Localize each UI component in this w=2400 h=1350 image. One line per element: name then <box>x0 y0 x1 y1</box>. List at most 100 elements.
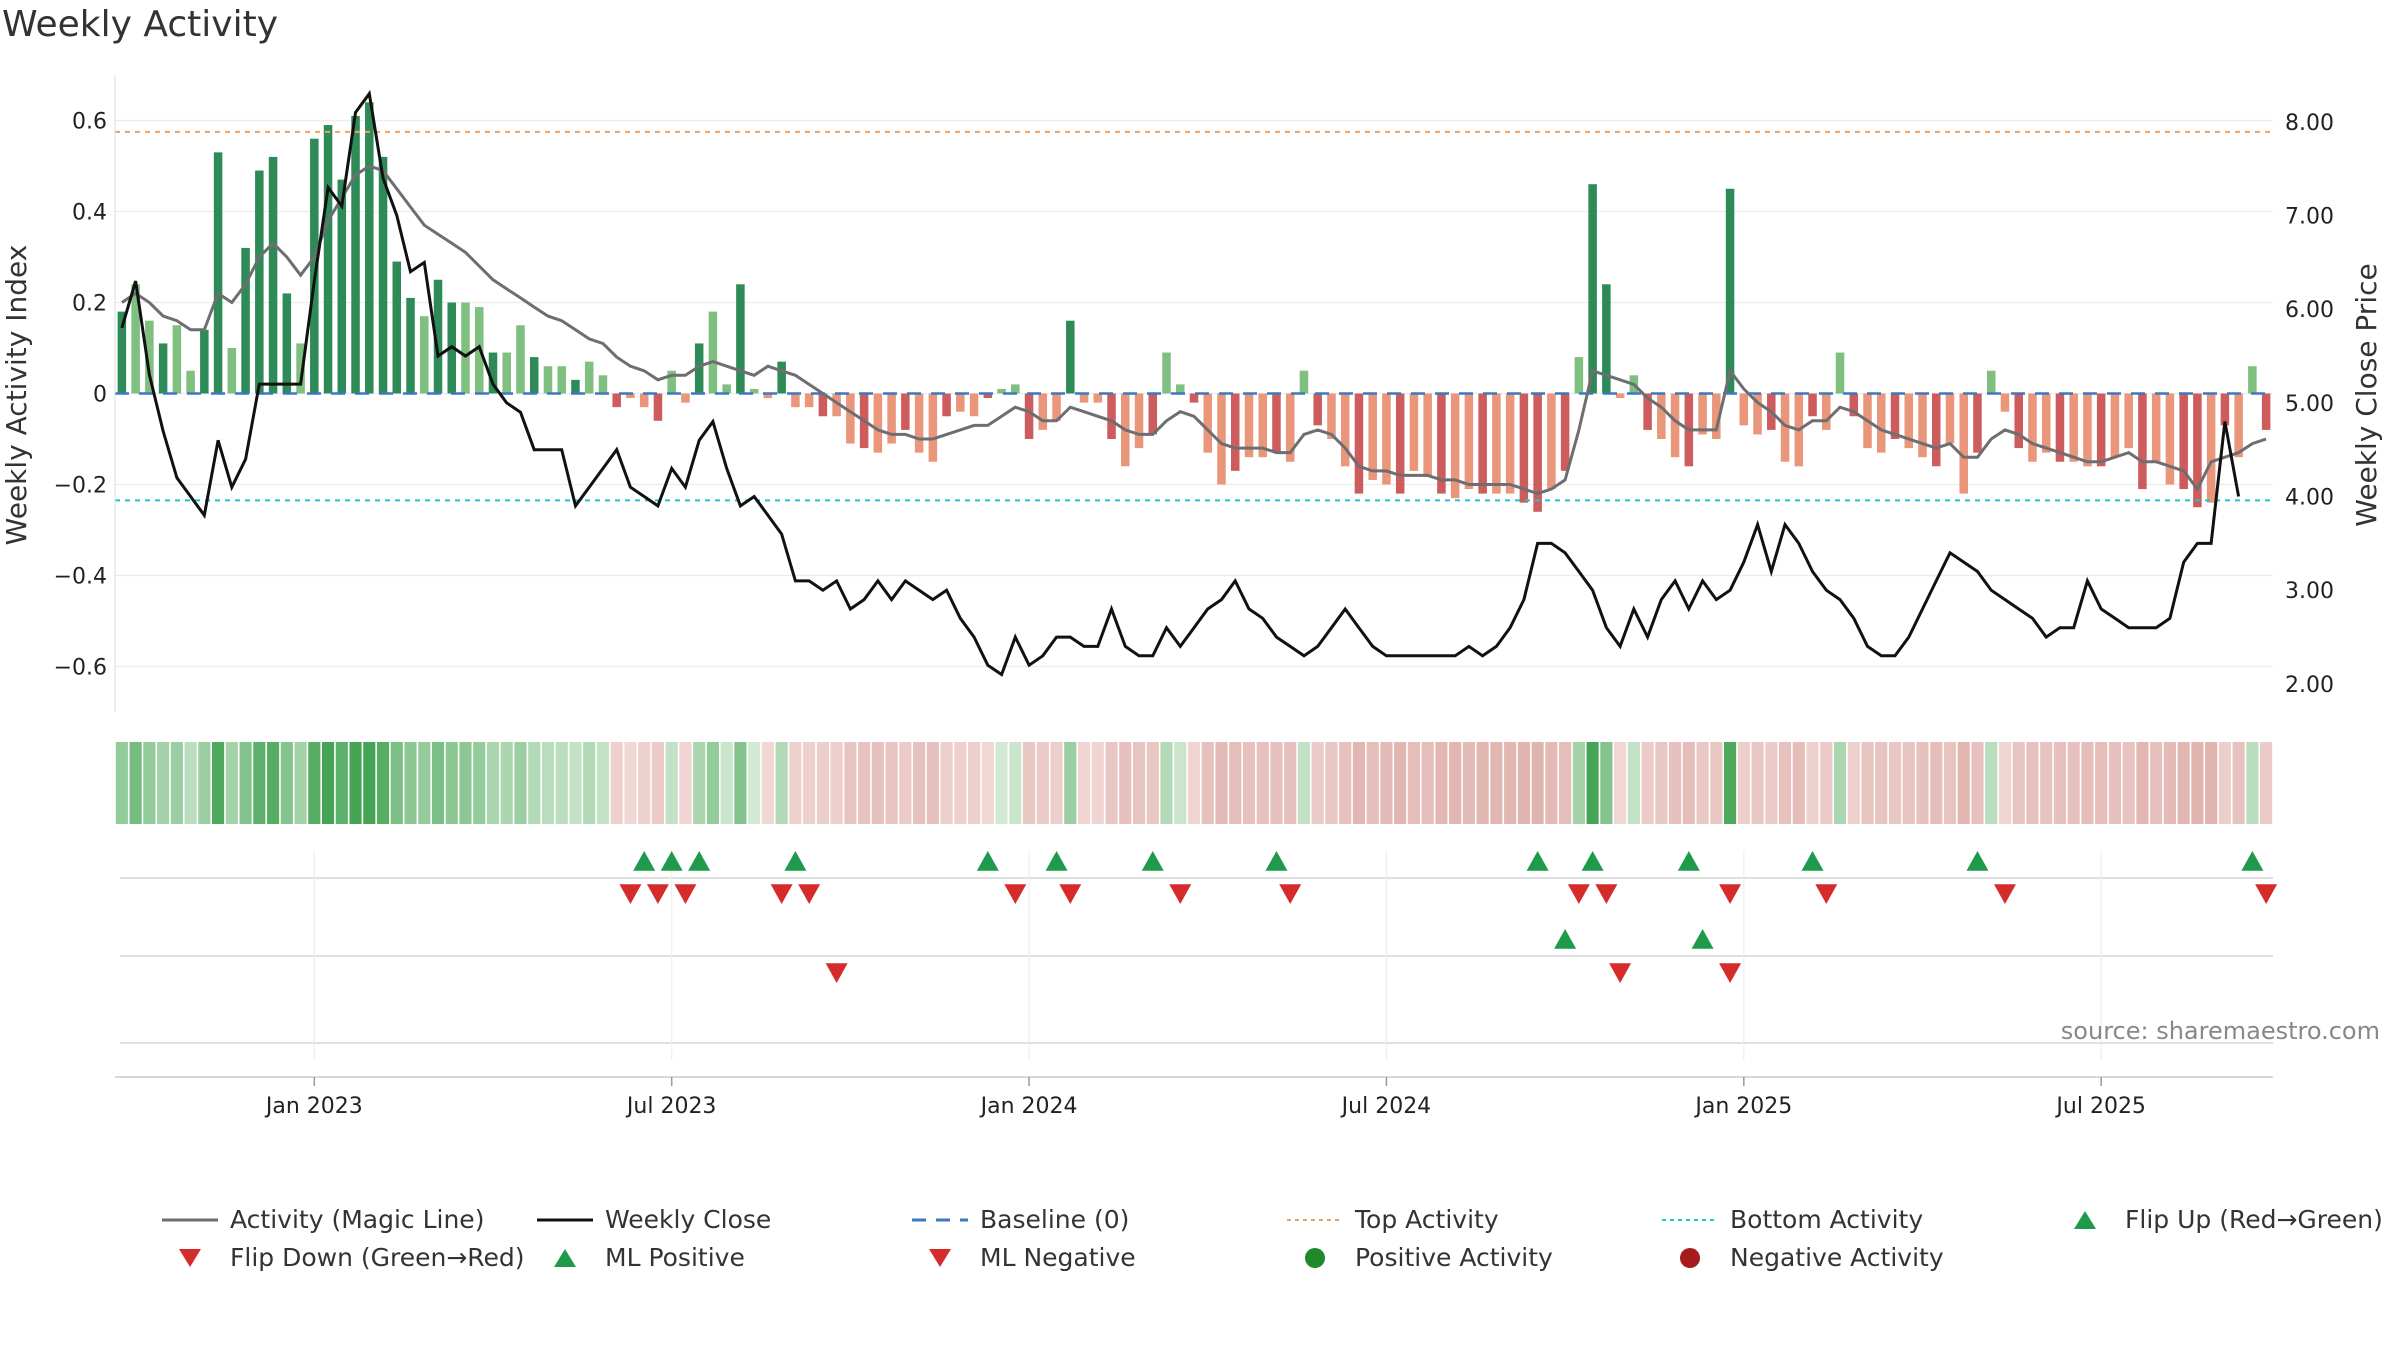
heat-cell <box>1325 742 1338 824</box>
heat-cell <box>321 742 335 824</box>
activity-bar <box>2028 393 2037 462</box>
activity-bar <box>1327 393 1336 439</box>
activity-bar <box>639 393 649 408</box>
heat-cell <box>1614 742 1627 824</box>
heat-cell <box>363 742 376 824</box>
heat-cell <box>2246 742 2259 824</box>
heat-cell <box>995 742 1008 824</box>
y-axis-left-label: Weekly Activity Index <box>0 245 33 546</box>
heat-cell <box>1723 742 1737 824</box>
activity-bar <box>268 156 278 394</box>
legend-symbol <box>162 1218 218 1221</box>
activity-bar <box>1244 393 1254 458</box>
activity-bar <box>887 393 896 444</box>
heat-cell <box>1187 742 1201 824</box>
heat-cell <box>734 742 747 824</box>
activity-bar <box>2138 393 2147 490</box>
legend-item: Baseline (0) <box>910 1205 1129 1234</box>
activity-bar <box>1299 370 1309 394</box>
flip-up-marker <box>1966 851 1989 871</box>
heat-cell <box>2026 742 2039 824</box>
activity-bar <box>1588 184 1597 394</box>
activity-bar <box>2000 393 2010 412</box>
flip-up-marker <box>784 851 807 871</box>
heat-cell <box>253 742 266 824</box>
flip-down-marker <box>1719 884 1742 904</box>
y-left-tick-label: 0.6 <box>72 110 107 135</box>
legend-item: ML Negative <box>910 1243 1136 1272</box>
activity-bar <box>145 320 154 394</box>
heat-cell <box>1504 742 1517 824</box>
heat-cell <box>1710 742 1723 824</box>
heat-cell <box>569 742 582 824</box>
legend-symbol <box>554 1248 576 1267</box>
flip-down-marker <box>674 884 697 904</box>
activity-bar <box>158 343 168 394</box>
series-lines <box>120 89 2267 677</box>
legend-label: Top Activity <box>1355 1205 1499 1234</box>
activity-bar <box>557 366 566 394</box>
heat-cell <box>1545 742 1558 824</box>
signal-rows <box>120 850 2278 1060</box>
activity-bar <box>2110 393 2120 458</box>
activity-bar <box>2206 393 2216 503</box>
heat-cell <box>1270 742 1283 824</box>
heat-cell <box>1833 742 1847 824</box>
activity-bar <box>323 125 333 394</box>
flip-down-marker <box>2255 884 2278 904</box>
heat-cell <box>596 742 610 824</box>
heat-cell <box>212 742 225 824</box>
heat-cell <box>761 742 774 824</box>
heat-cell <box>184 742 197 824</box>
heat-cell <box>1737 742 1750 824</box>
legend-item: Weekly Close <box>535 1205 771 1234</box>
heat-cell <box>968 742 981 824</box>
heat-cell <box>404 742 417 824</box>
activity-bar <box>2083 393 2092 467</box>
flip-down-marker <box>1567 884 1590 904</box>
heat-cell <box>2232 742 2245 824</box>
heat-cell <box>940 742 953 824</box>
activity-bar <box>571 379 580 394</box>
heat-cell <box>2136 742 2149 824</box>
heat-cell <box>748 742 761 824</box>
heat-cell <box>2177 742 2190 824</box>
weekly-close-line <box>120 89 2241 677</box>
heat-cell <box>1394 742 1407 824</box>
activity-bar <box>1340 393 1350 467</box>
heat-cell <box>1215 742 1228 824</box>
heat-cell <box>913 742 926 824</box>
activity-bar <box>1107 393 1116 439</box>
flip-down-marker <box>619 884 642 904</box>
flip-down-marker <box>1059 884 1082 904</box>
activity-bar <box>942 393 951 417</box>
activity-bar <box>2248 366 2257 394</box>
heat-cell <box>486 742 500 824</box>
legend-label: Bottom Activity <box>1730 1205 1924 1234</box>
y-left-tick-label: −0.6 <box>54 656 107 681</box>
activity-bar <box>1849 393 1859 417</box>
heat-cell <box>445 742 458 824</box>
activity-bar <box>117 311 127 394</box>
activity-bar <box>1753 393 1762 435</box>
activity-bar <box>612 393 621 408</box>
heat-cell <box>1751 742 1764 824</box>
activity-bar <box>1945 393 1955 444</box>
y-left-tick-label: 0.4 <box>72 201 107 226</box>
activity-bar <box>337 179 347 394</box>
activity-bar <box>804 393 814 408</box>
legend-symbol <box>1680 1247 1700 1268</box>
legend-label: Activity (Magic Line) <box>230 1205 485 1234</box>
heat-cell <box>129 742 142 824</box>
heat-cell <box>1888 742 1902 824</box>
grid-layer <box>115 119 2273 668</box>
activity-bar <box>1986 370 1996 394</box>
legend-symbol <box>1662 1218 1718 1221</box>
heat-cell <box>1229 742 1242 824</box>
legend-circle <box>1680 1247 1700 1268</box>
legend-circle <box>1305 1247 1325 1268</box>
heat-cell <box>583 742 596 824</box>
heat-cell <box>1380 742 1393 824</box>
heat-cell <box>2108 742 2122 824</box>
